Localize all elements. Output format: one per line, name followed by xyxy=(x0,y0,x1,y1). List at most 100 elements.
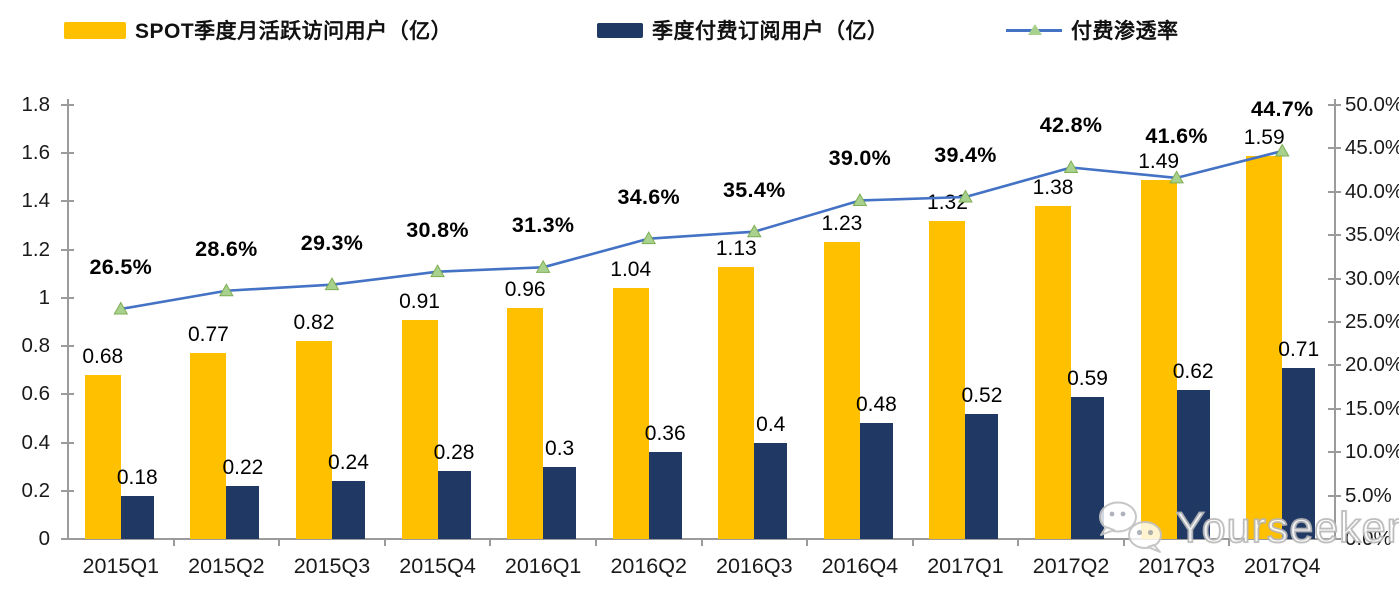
x-axis-category-label: 2017Q4 xyxy=(1243,554,1321,578)
subs-value-label: 0.62 xyxy=(1172,359,1214,383)
y-axis-right-tick xyxy=(1328,190,1341,193)
x-axis-category-label: 2016Q2 xyxy=(610,554,687,578)
y-axis-left-tick xyxy=(61,345,74,348)
y-axis-left-tick xyxy=(61,538,74,540)
y-axis-right-tick xyxy=(1328,364,1341,367)
x-axis-category-label: 2017Q3 xyxy=(1138,554,1215,578)
triangle-marker-icon xyxy=(1063,159,1079,173)
x-axis-tick xyxy=(911,539,914,546)
mau-bar xyxy=(507,307,544,539)
x-axis-tick xyxy=(172,539,175,546)
y-axis-left-tick xyxy=(61,489,74,492)
mau-value-label: 1.13 xyxy=(715,236,757,260)
x-axis-category-label: 2016Q4 xyxy=(821,554,899,578)
subs-bar xyxy=(226,485,260,539)
x-axis-category-label: 2016Q1 xyxy=(504,554,582,578)
subs-value-label: 0.59 xyxy=(1067,366,1108,390)
legend-item-mau: SPOT季度月活跃访问用户（亿） xyxy=(64,14,452,46)
triangle-marker-icon xyxy=(1028,24,1042,35)
penetration-value-label: 29.3% xyxy=(300,230,364,255)
subs-value-label: 0.48 xyxy=(855,393,897,417)
y-axis-right-tick xyxy=(1328,147,1341,150)
x-axis-tick xyxy=(1228,539,1231,546)
triangle-marker-icon xyxy=(219,283,234,297)
x-axis-tick xyxy=(700,539,703,546)
left-axis-tick-label: 1.8 xyxy=(21,93,51,116)
left-axis-tick-label: 0.4 xyxy=(21,430,51,454)
x-axis-category-label: 2015Q3 xyxy=(293,554,371,578)
mau-bar xyxy=(295,341,332,539)
left-axis-tick-label: 0.6 xyxy=(21,382,51,406)
line-marker-legend-swatch xyxy=(1006,24,1062,36)
x-axis-category-label: 2017Q2 xyxy=(1032,554,1110,578)
y-axis-right-tick xyxy=(1328,494,1341,497)
mau-value-label: 0.77 xyxy=(187,323,229,347)
x-axis-category-label: 2015Q2 xyxy=(188,554,265,578)
y-axis-right-tick xyxy=(1328,538,1341,540)
subs-bar xyxy=(120,495,154,539)
subs-value-label: 0.18 xyxy=(116,465,158,489)
penetration-value-label: 35.4% xyxy=(723,177,786,202)
right-axis-tick-label: 10.0% xyxy=(1345,440,1399,464)
subs-bar xyxy=(859,423,893,539)
left-axis-tick-label: 1.4 xyxy=(21,189,51,213)
triangle-marker-icon xyxy=(430,264,445,278)
x-axis-tick xyxy=(1017,539,1020,546)
legend-item-subs: 季度付费订阅用户（亿） xyxy=(597,14,889,46)
mau-bar xyxy=(718,266,755,539)
left-axis-tick-label: 1.2 xyxy=(21,237,51,261)
subs-bar xyxy=(543,466,577,539)
mau-legend-label: SPOT季度月活跃访问用户（亿） xyxy=(135,20,453,43)
y-axis-right-tick xyxy=(1328,451,1341,454)
right-axis-tick-label: 0.0% xyxy=(1345,527,1392,550)
penetration-legend-label: 付费渗透率 xyxy=(1071,20,1179,43)
left-axis-tick-label: 1.6 xyxy=(21,141,51,165)
left-axis-tick-label: 0.8 xyxy=(21,334,51,358)
penetration-value-label: 44.7% xyxy=(1250,97,1314,121)
mau-value-label: 1.32 xyxy=(927,190,968,214)
mau-value-label: 0.82 xyxy=(293,311,335,335)
subs-bar xyxy=(1071,396,1105,539)
triangle-marker-icon xyxy=(324,277,340,291)
subs-bar xyxy=(331,481,365,539)
subs-value-label: 0.22 xyxy=(222,455,264,479)
x-axis-tick xyxy=(1122,539,1125,546)
right-axis-tick-label: 15.0% xyxy=(1345,396,1399,420)
subs-bar xyxy=(437,471,471,539)
subs-value-label: 0.52 xyxy=(961,383,1003,407)
subs-value-label: 0.24 xyxy=(328,451,369,475)
subs-bar xyxy=(965,413,999,539)
mau-bar xyxy=(401,319,438,539)
left-axis-tick-label: 0 xyxy=(38,527,50,550)
subs-value-label: 0.3 xyxy=(545,436,575,460)
right-axis-tick-label: 50.0% xyxy=(1345,93,1399,116)
subs-value-label: 0.28 xyxy=(433,441,475,465)
penetration-value-label: 28.6% xyxy=(195,236,258,261)
triangle-marker-icon xyxy=(746,224,762,238)
mau-value-label: 1.23 xyxy=(821,212,863,236)
x-axis-tick xyxy=(278,539,281,546)
triangle-marker-icon xyxy=(852,192,868,206)
subs-legend-label: 季度付费订阅用户（亿） xyxy=(652,20,889,43)
x-axis-category-label: 2016Q3 xyxy=(716,554,793,578)
triangle-marker-icon xyxy=(113,301,129,315)
legend-item-penetration: 付费渗透率 xyxy=(1006,14,1179,46)
mau-bar xyxy=(84,375,121,539)
triangle-marker-icon xyxy=(641,231,657,245)
subs-bar xyxy=(1176,389,1210,539)
right-axis-tick-label: 40.0% xyxy=(1345,179,1399,203)
y-axis-right-tick xyxy=(1328,277,1341,280)
mau-bar xyxy=(612,288,649,539)
penetration-value-label: 31.3% xyxy=(511,213,575,238)
left-axis-tick-label: 1 xyxy=(38,285,50,309)
mau-value-label: 0.91 xyxy=(399,289,440,313)
y-axis-left-tick xyxy=(61,441,74,444)
subs-value-label: 0.36 xyxy=(644,422,686,446)
right-axis-tick-label: 20.0% xyxy=(1345,353,1399,377)
penetration-value-label: 41.6% xyxy=(1145,123,1208,148)
triangle-marker-icon xyxy=(535,259,551,273)
right-axis-tick-label: 30.0% xyxy=(1345,266,1399,290)
x-axis-category-label: 2015Q4 xyxy=(399,554,476,578)
